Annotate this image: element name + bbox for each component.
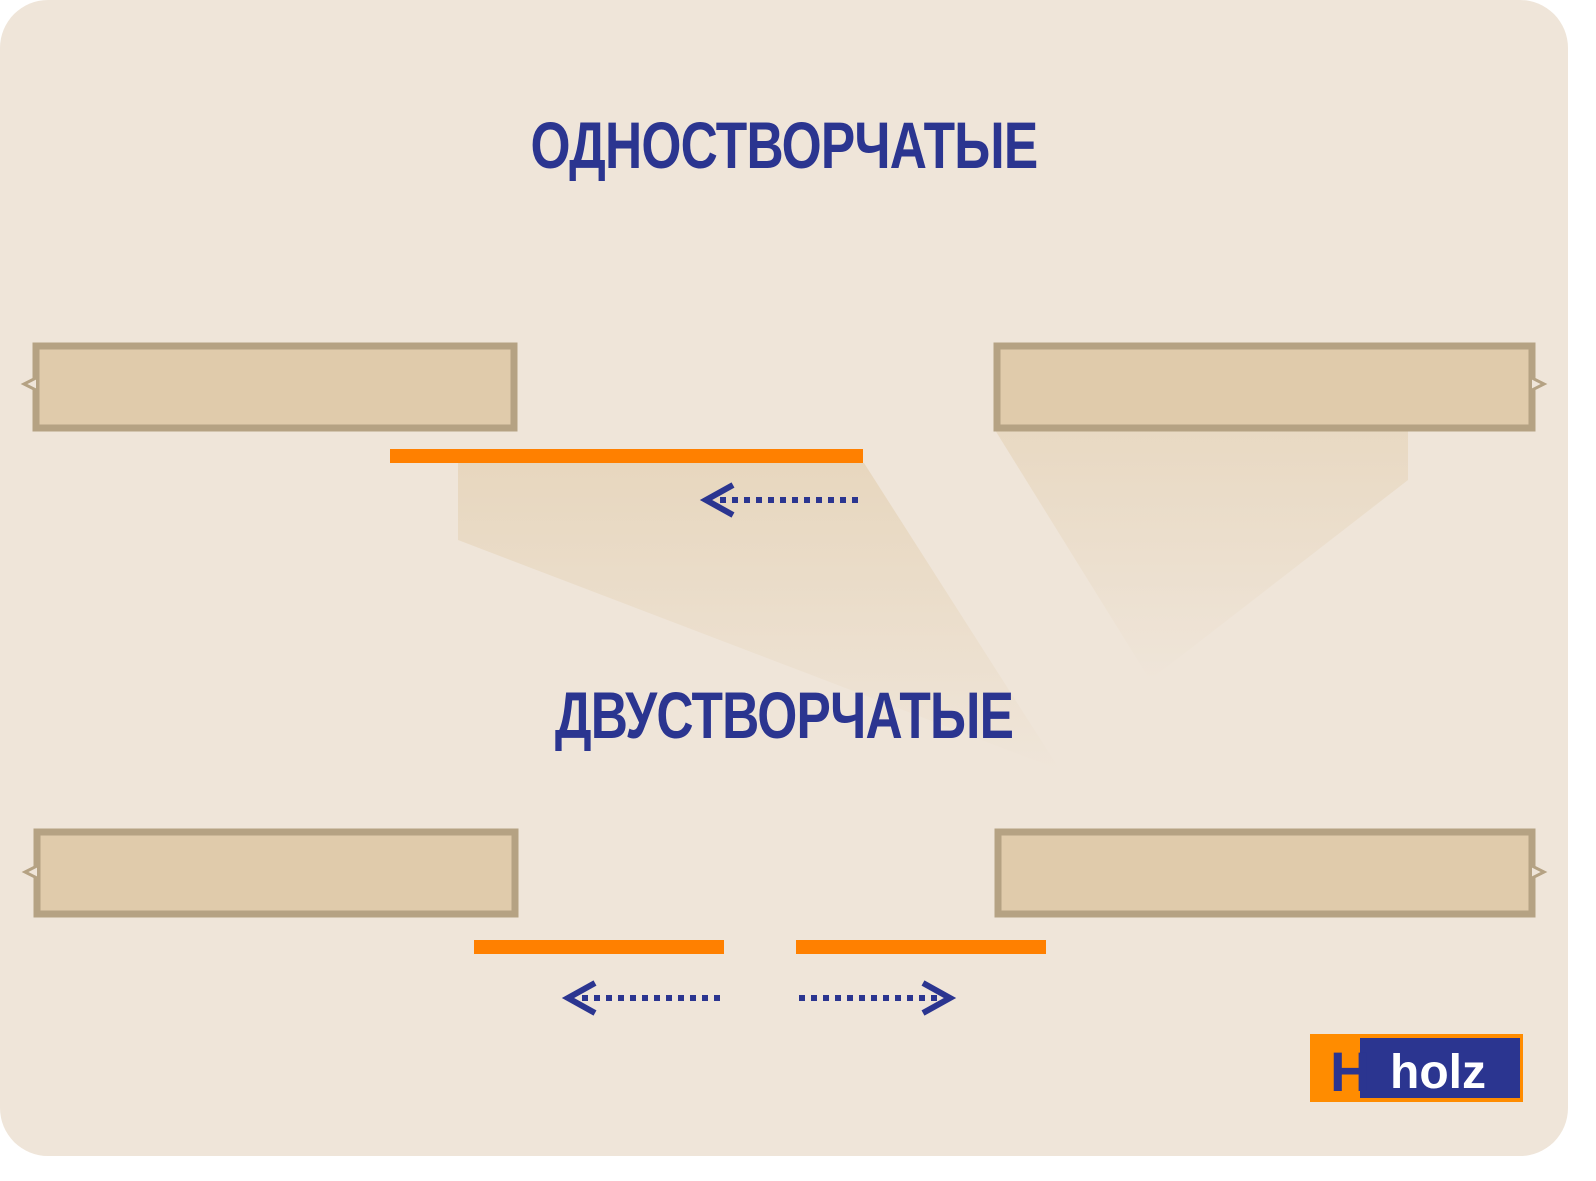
door-sweep-shadow xyxy=(458,463,1060,770)
wall-left-bottom xyxy=(21,828,519,918)
logo-mark: H xyxy=(1330,1040,1370,1102)
wall-shadow xyxy=(995,430,1408,680)
holz-logo: H holz xyxy=(1310,1034,1523,1102)
single-leaf-diagram xyxy=(20,342,1548,518)
single-leaf-title: ОДНОСТВОРЧАТЫЕ xyxy=(530,108,1039,182)
double-leaf-diagram xyxy=(21,828,1548,1016)
wall-left-top xyxy=(20,342,518,432)
wall-right-top xyxy=(993,342,1548,432)
wall-right-bottom xyxy=(994,828,1548,918)
arrow-left-dotted-icon xyxy=(561,980,720,1016)
logo-word: holz xyxy=(1390,1046,1486,1099)
arrow-left-dotted-icon xyxy=(699,482,858,518)
door-leaf-right xyxy=(796,940,1046,954)
double-leaf-title: ДВУСТВОРЧАТЫЕ xyxy=(554,678,1014,752)
arrow-right-dotted-icon xyxy=(799,980,957,1016)
door-leaf-left xyxy=(474,940,724,954)
door-leaf-single xyxy=(390,449,863,463)
